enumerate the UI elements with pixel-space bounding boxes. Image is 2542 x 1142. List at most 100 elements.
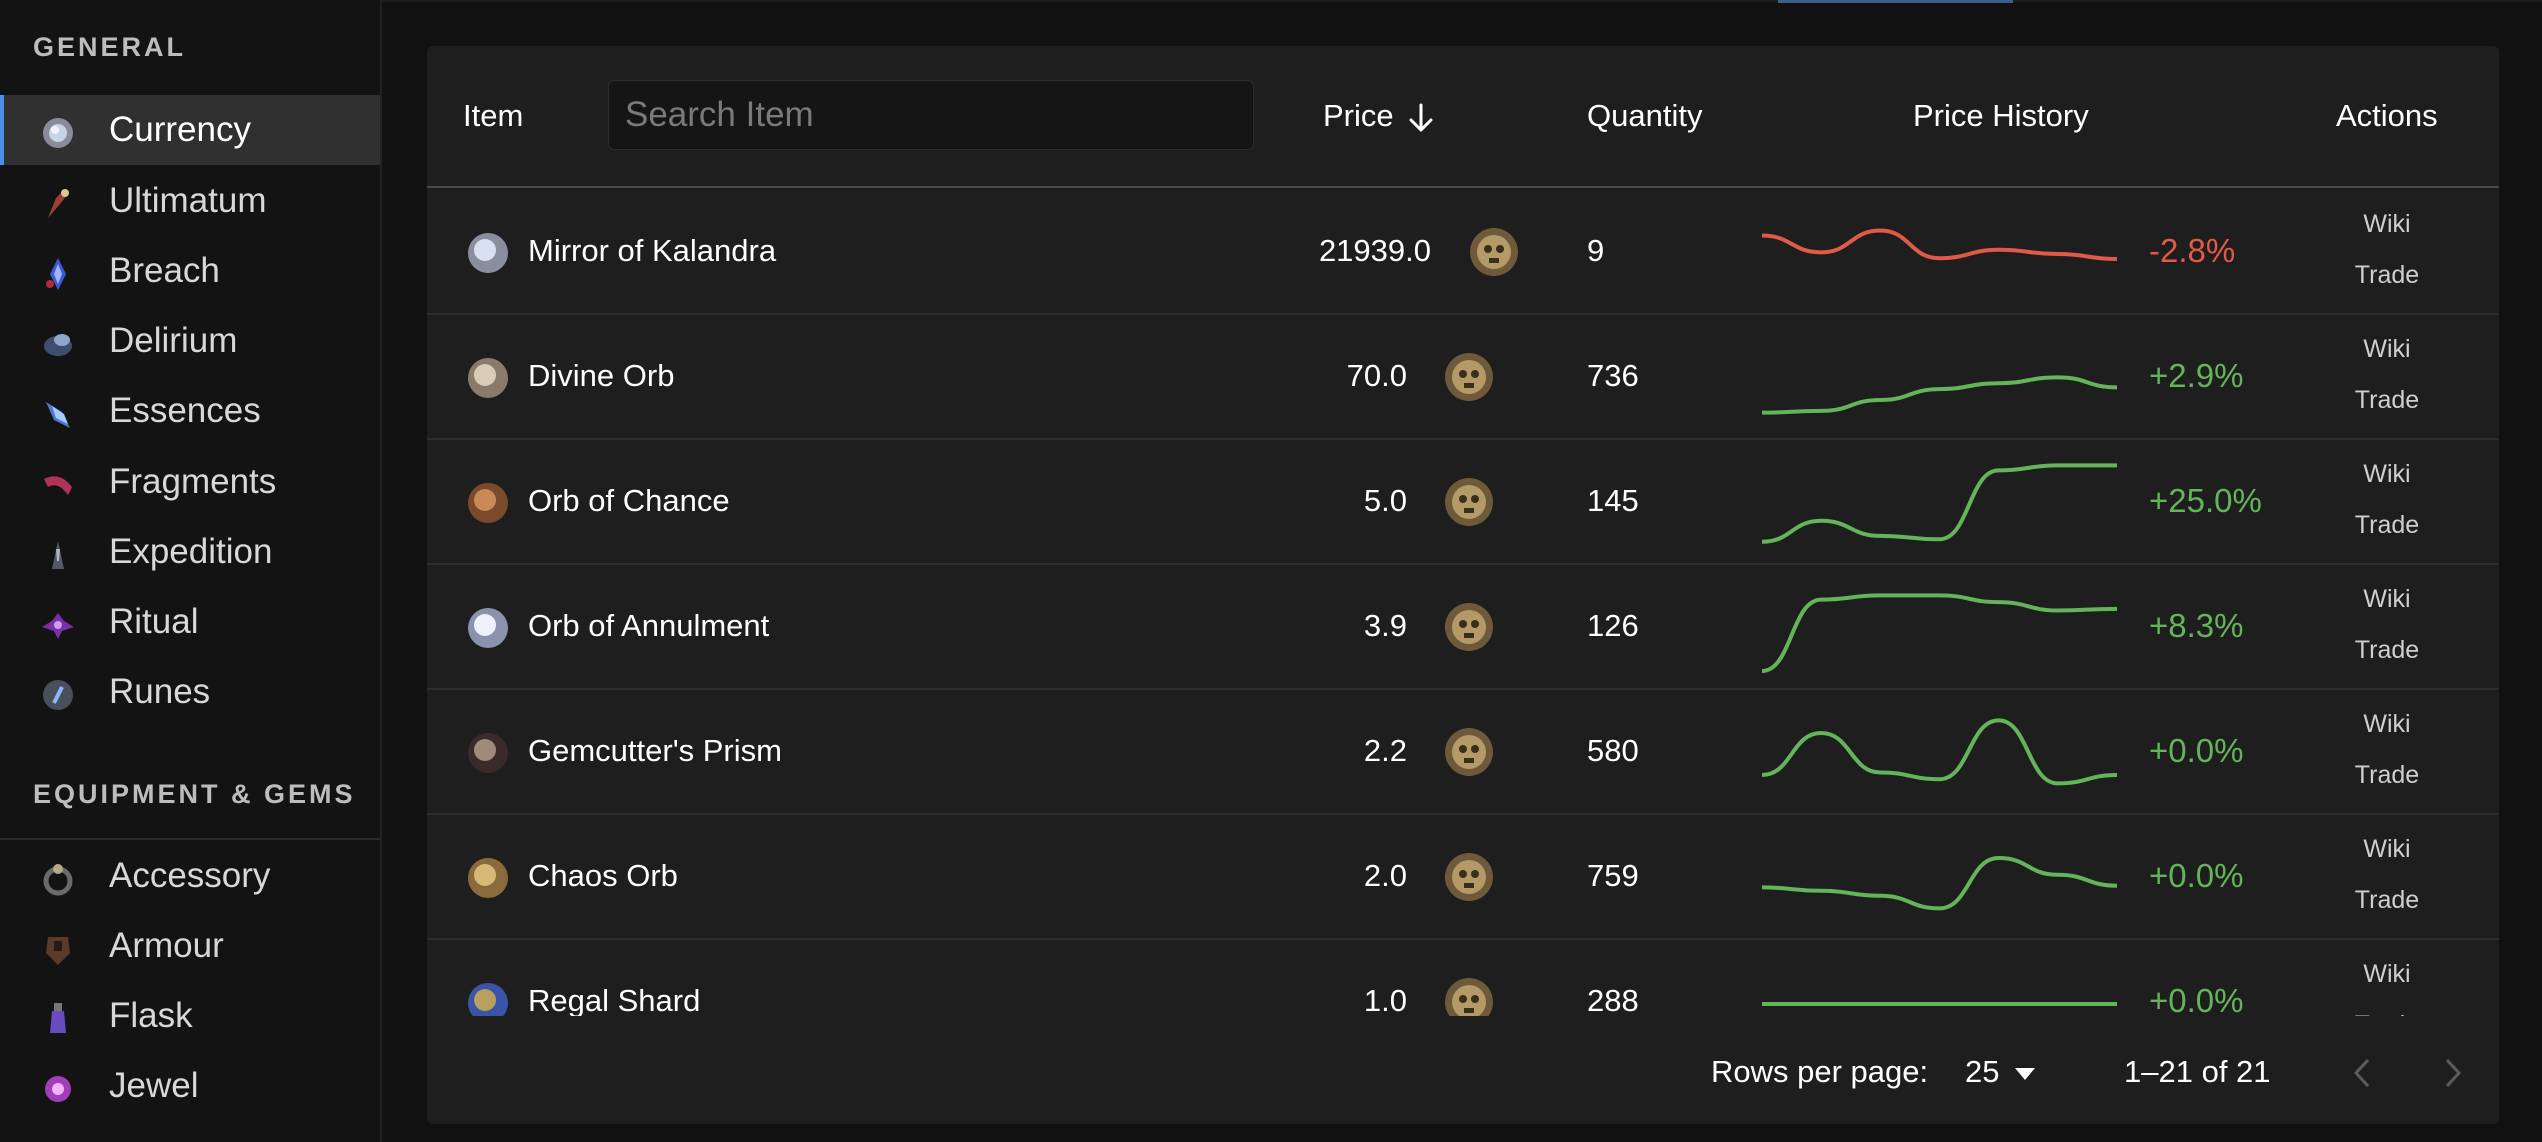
sidebar-item-expedition[interactable]: Expedition [0,517,380,587]
table-row[interactable]: Divine Orb 70.0 736 +2.9% Wiki Trade [427,315,2499,440]
fragments-icon [44,476,72,495]
column-header-actions: Actions [2336,98,2438,133]
wiki-link[interactable]: Wiki [2363,710,2411,738]
sidebar-item-runes[interactable]: Runes [0,657,380,727]
wiki-link[interactable]: Wiki [2363,335,2411,363]
trade-link[interactable]: Trade [2354,511,2420,539]
sparkline-path [1762,593,2117,673]
trade-link[interactable]: Trade [2354,761,2420,789]
item-quantity: 145 [1587,483,1639,518]
price-change-badge: +0.0% [2149,857,2244,894]
sparkline-path [1762,463,2117,544]
table-row[interactable]: Gemcutter's Prism 2.2 580 +0.0% Wiki Trade [427,690,2499,815]
item-name: Orb of Annulment [528,608,770,643]
sidebar-divider [0,838,380,840]
sidebar-item-label: Expedition [109,532,273,571]
sidebar-item-label: Fragments [109,462,277,501]
sparkline-path [1762,228,2117,262]
sidebar-item-essences[interactable]: Essences [0,376,380,446]
price-history-sparkline [1762,463,2117,544]
item-price: 5.0 [1363,483,1407,518]
item-name: Divine Orb [528,358,675,393]
trade-link[interactable]: Trade [2354,636,2420,664]
ultimatum-icon [48,189,69,218]
chaos-orb-icon [1445,728,1493,776]
accessory-icon [43,864,73,896]
sidebar-item-jewel[interactable]: Jewel [0,1051,380,1121]
sidebar-item-label: Delirium [109,321,238,360]
chaos-orb-icon [1445,478,1493,526]
essences-icon [46,402,70,428]
price-history-sparkline [1762,718,2117,786]
section-title-general: GENERAL [33,32,187,62]
section-title-equipment: EQUIPMENT & GEMS [33,779,356,809]
price-history-sparkline [1762,593,2117,673]
item-quantity: 759 [1587,858,1639,893]
item-quantity: 126 [1587,608,1639,643]
price-table: Item Price Quantity Price History Action… [427,46,2499,1124]
price-history-sparkline [1762,228,2117,262]
arrow-down-icon[interactable] [1406,102,1436,134]
sidebar-item-label: Jewel [109,1066,199,1105]
price-change-badge: +0.0% [2149,982,2244,1019]
sidebar-item-currency[interactable]: Currency [0,95,380,165]
item-icon [468,858,508,898]
sparkline-path [1762,375,2117,415]
sidebar-item-fragments[interactable]: Fragments [0,447,380,517]
item-quantity: 9 [1587,233,1605,268]
sparkline-path [1762,855,2117,911]
price-change-badge: +0.0% [2149,732,2244,769]
wiki-link[interactable]: Wiki [2363,210,2411,238]
item-icon [468,608,508,648]
item-price: 3.9 [1363,608,1407,643]
item-icon [468,358,508,398]
chaos-orb-icon [1445,353,1493,401]
breach-icon [46,258,66,290]
top-border [382,0,2542,2]
sidebar-item-breach[interactable]: Breach [0,236,380,306]
sidebar-item-flask[interactable]: Flask [0,981,380,1051]
wiki-link[interactable]: Wiki [2363,835,2411,863]
item-price: 70.0 [1346,358,1407,393]
jewel-icon [45,1076,71,1102]
table-row[interactable]: Mirror of Kalandra 21939.0 9 -2.8% Wiki Trade [427,190,2499,315]
sidebar-item-delirium[interactable]: Delirium [0,306,380,376]
trade-link[interactable]: Trade [2354,886,2420,914]
chevron-right-icon[interactable] [2437,1056,2467,1090]
rows-per-page-select[interactable]: 25 [1965,1054,2000,1089]
sidebar-item-label: Essences [109,391,261,430]
column-header-item: Item [463,98,524,133]
item-icon [468,733,508,773]
item-price: 21939.0 [1318,233,1431,268]
table-header: Item Price Quantity Price History Action… [427,46,2499,188]
wiki-link[interactable]: Wiki [2363,960,2411,988]
trade-link[interactable]: Trade [2354,261,2420,289]
chaos-orb-icon [1470,228,1518,276]
table-row[interactable]: Chaos Orb 2.0 759 +0.0% Wiki Trade [427,815,2499,940]
sidebar-item-label: Armour [109,926,224,965]
column-header-price[interactable]: Price [1323,98,1394,133]
chevron-left-icon[interactable] [2348,1056,2378,1090]
sidebar-item-label: Currency [109,110,251,149]
chaos-orb-icon [1445,603,1493,651]
column-header-quantity[interactable]: Quantity [1587,98,1703,133]
wiki-link[interactable]: Wiki [2363,585,2411,613]
sidebar-item-armour[interactable]: Armour [0,911,380,981]
sidebar-item-label: Ritual [109,602,199,641]
trade-link[interactable]: Trade [2354,386,2420,414]
chaos-orb-icon [1445,853,1493,901]
table-row[interactable]: Orb of Annulment 3.9 126 +8.3% Wiki Trade [427,565,2499,690]
table-row[interactable]: Orb of Chance 5.0 145 +25.0% Wiki Trade [427,440,2499,565]
sidebar-item-label: Ultimatum [109,181,267,220]
sidebar-item-ritual[interactable]: Ritual [0,587,380,657]
sidebar-item-label: Flask [109,996,193,1035]
item-icon [468,983,508,1023]
sidebar-item-ultimatum[interactable]: Ultimatum [0,166,380,236]
sidebar-item-accessory[interactable]: Accessory [0,841,380,911]
wiki-link[interactable]: Wiki [2363,460,2411,488]
caret-down-icon[interactable] [2014,1067,2036,1081]
chaos-orb-icon [1445,978,1493,1026]
search-input[interactable] [608,80,1254,150]
item-name: Orb of Chance [528,483,730,518]
table-pagination: Rows per page: 25 1–21 of 21 [427,1016,2499,1124]
